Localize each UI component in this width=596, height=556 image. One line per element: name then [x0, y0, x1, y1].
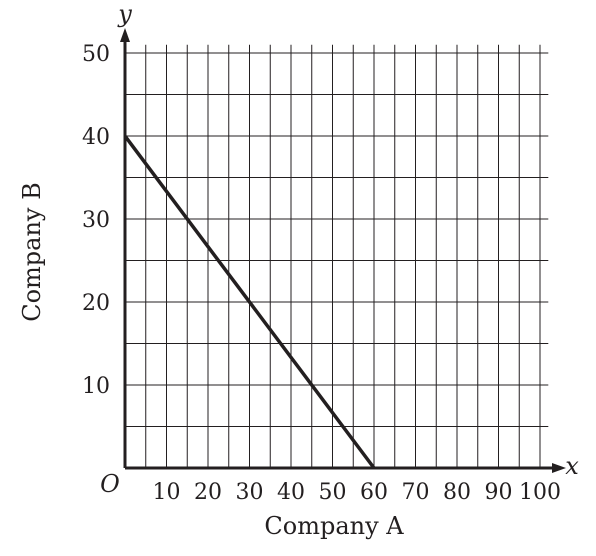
x-tick-label: 100	[519, 480, 561, 505]
y-tick-label: 40	[82, 125, 110, 150]
axes	[120, 28, 566, 473]
x-tick-label: 60	[360, 480, 388, 505]
x-tick-label: 20	[194, 480, 222, 505]
x-axis-title: Company A	[264, 512, 404, 540]
y-axis-arrow	[120, 28, 130, 42]
x-tick-label: 30	[236, 480, 264, 505]
x-tick-label: 10	[153, 480, 181, 505]
y-tick-label: 30	[82, 208, 110, 233]
y-axis-title: Company B	[18, 182, 46, 322]
y-tick-label: 10	[82, 374, 110, 399]
x-tick-label: 70	[402, 480, 430, 505]
x-tick-label: 40	[277, 480, 305, 505]
y-tick-label: 20	[82, 291, 110, 316]
series-line	[123, 134, 376, 470]
grid	[125, 44, 549, 468]
x-axis-variable: x	[565, 452, 579, 480]
x-axis-arrow	[552, 463, 566, 473]
tick-labels: 10 20 30 40 50 60 70 80 90 100 10 20 30 40 50	[82, 42, 561, 505]
x-tick-label: 80	[443, 480, 471, 505]
series-group	[123, 134, 376, 470]
y-axis-variable: y	[117, 0, 132, 28]
y-tick-label: 50	[82, 42, 110, 67]
x-tick-label: 50	[319, 480, 347, 505]
x-tick-label: 90	[485, 480, 513, 505]
origin-label: O	[100, 470, 120, 498]
